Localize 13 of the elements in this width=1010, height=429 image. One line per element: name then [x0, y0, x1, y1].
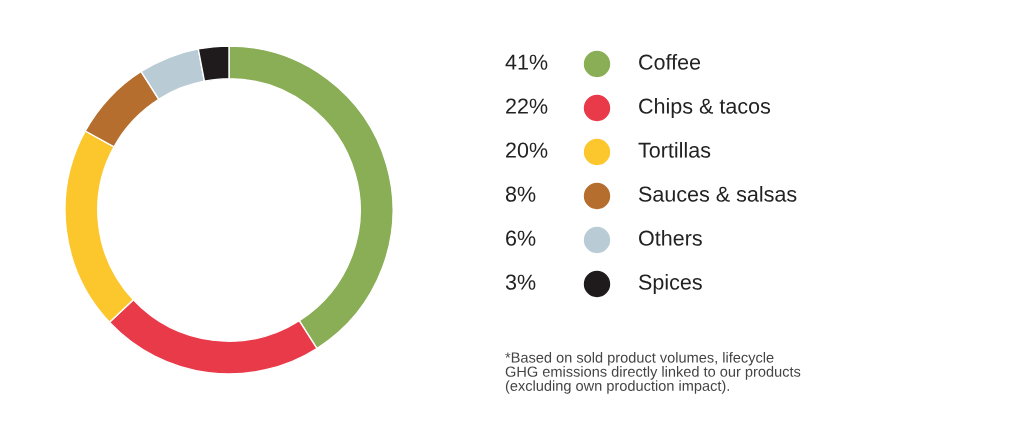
- data-label: 20%: [506, 142, 548, 158]
- data-label: 3%: [505, 274, 536, 290]
- legend-label: Coffee: [639, 53, 701, 70]
- legend-label: Tortillas: [638, 141, 711, 158]
- data-label: 22%: [506, 98, 548, 114]
- data-label: 41%: [505, 54, 548, 70]
- data-label: 8%: [505, 186, 536, 202]
- legend-label: Others: [639, 229, 702, 246]
- data-label: 6%: [506, 230, 536, 246]
- legend-label: Spices: [638, 273, 702, 295]
- text: *Based on sold product volumes, lifecycle GHG emissions directly linked to our products (excluding own production impact).: [505, 352, 801, 394]
- legend-label: Sauces & salsas: [638, 185, 797, 202]
- legend-label: Chips & tacos: [639, 97, 771, 119]
